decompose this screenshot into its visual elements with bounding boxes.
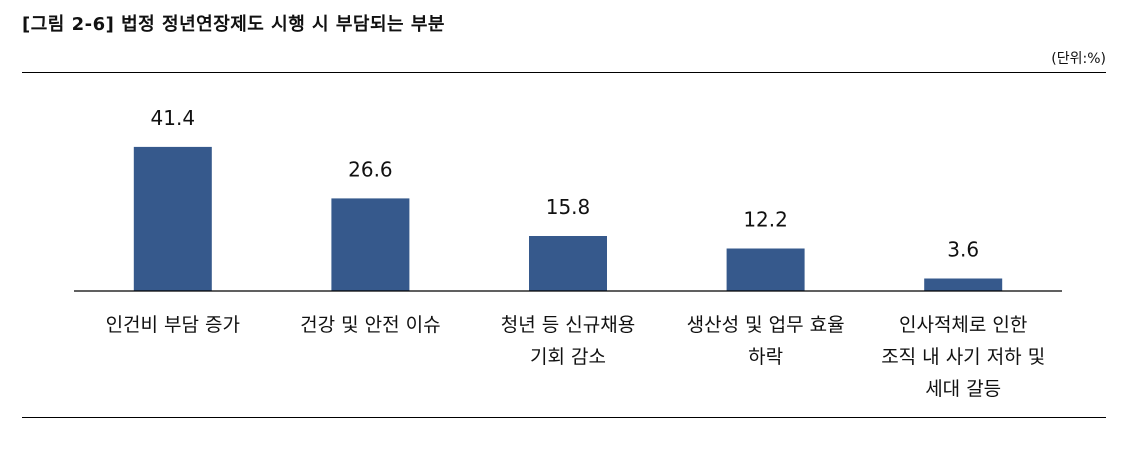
category-label-5-line-3: 세대 갈등 [925, 378, 1001, 400]
value-label-2: 26.6 [348, 157, 393, 181]
chart-title: [그림 2-6] 법정 정년연장제도 시행 시 부담되는 부분 [22, 14, 445, 35]
value-label-4: 12.2 [743, 208, 788, 232]
value-label-3: 15.8 [546, 195, 591, 219]
category-label-5-line-2: 조직 내 사기 저하 및 [881, 346, 1045, 368]
bar-2 [331, 198, 410, 291]
top-rule [22, 72, 1106, 73]
bar-3 [529, 236, 607, 291]
bars-layer [133, 146, 1003, 291]
labels-layer: 41.4 인건비 부담 증가 26.6 건강 및 안전 이슈 15.8 청년 등 신규채용… [106, 106, 1046, 400]
category-label-4-line-1: 생산성 및 업무 효율 [687, 314, 845, 336]
bar-1 [133, 146, 212, 291]
category-label-3-line-1: 청년 등 신규채용 [501, 314, 635, 336]
value-label-1: 41.4 [151, 106, 196, 130]
bar-4 [726, 248, 805, 291]
bar-5 [924, 278, 1003, 291]
value-label-5: 3.6 [947, 238, 979, 262]
category-label-1-line-1: 인건비 부담 증가 [106, 314, 240, 336]
category-label-2-line-1: 건강 및 안전 이슈 [300, 314, 440, 336]
category-label-5-line-1: 인사적체로 인한 [899, 314, 1027, 336]
category-label-3-line-2: 기회 감소 [530, 346, 606, 368]
unit-label: (단위:%) [1051, 51, 1106, 67]
category-label-4-line-2: 하락 [748, 346, 783, 368]
bottom-rule [22, 417, 1106, 418]
